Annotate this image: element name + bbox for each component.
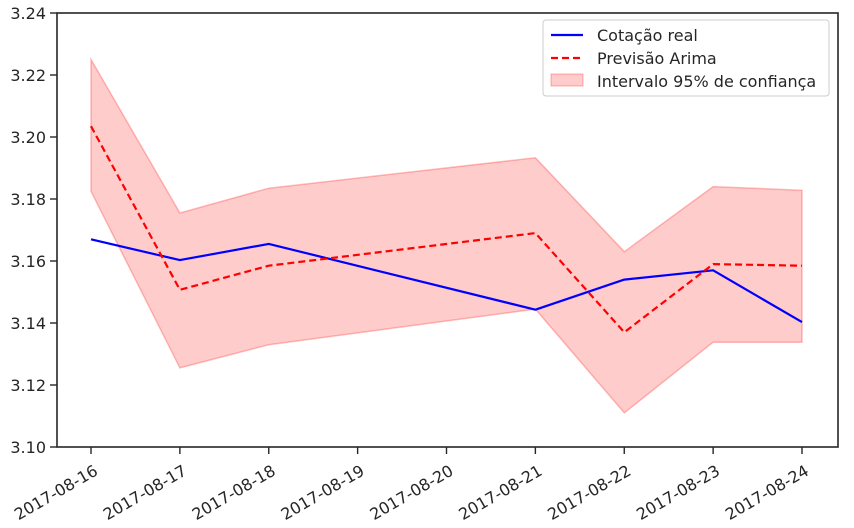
x-tick-label: 2017-08-18 bbox=[189, 461, 279, 524]
series-line-real bbox=[90, 238, 803, 324]
y-tick-label: 3.16 bbox=[10, 252, 46, 271]
confidence-band-layer bbox=[90, 56, 803, 414]
series-line-arima bbox=[90, 125, 803, 334]
x-tick-label: 2017-08-21 bbox=[455, 461, 545, 524]
y-tick-label: 3.10 bbox=[10, 438, 46, 457]
legend-label-band: Intervalo 95% de confiança bbox=[597, 72, 816, 91]
y-tick-label: 3.14 bbox=[10, 314, 46, 333]
confidence-band bbox=[90, 56, 803, 414]
y-tick-label: 3.24 bbox=[10, 4, 46, 23]
x-tick-label: 2017-08-20 bbox=[366, 461, 456, 524]
x-axis: 2017-08-162017-08-172017-08-182017-08-19… bbox=[11, 447, 812, 524]
x-tick-label: 2017-08-17 bbox=[100, 461, 190, 524]
legend-label-real: Cotação real bbox=[597, 26, 698, 45]
x-tick-label: 2017-08-24 bbox=[722, 461, 812, 524]
series-lines-layer bbox=[90, 125, 803, 334]
y-tick-label: 3.20 bbox=[10, 128, 46, 147]
legend-label-arima: Previsão Arima bbox=[597, 49, 717, 68]
legend-swatch-band bbox=[550, 73, 584, 87]
plot-area-frame bbox=[56, 12, 839, 448]
x-tick-label: 2017-08-22 bbox=[544, 461, 634, 524]
x-tick-label: 2017-08-16 bbox=[11, 461, 101, 524]
y-tick-label: 3.12 bbox=[10, 376, 46, 395]
y-tick-label: 3.22 bbox=[10, 66, 46, 85]
y-tick-label: 3.18 bbox=[10, 190, 46, 209]
legend: Cotação real Previsão Arima Intervalo 95… bbox=[542, 19, 830, 97]
y-axis: 3.10 3.12 3.14 3.16 3.18 3.20 3.22 3.24 bbox=[10, 4, 57, 457]
x-tick-label: 2017-08-23 bbox=[633, 461, 723, 524]
x-tick-label: 2017-08-19 bbox=[278, 461, 368, 524]
legend-frame bbox=[542, 19, 830, 97]
